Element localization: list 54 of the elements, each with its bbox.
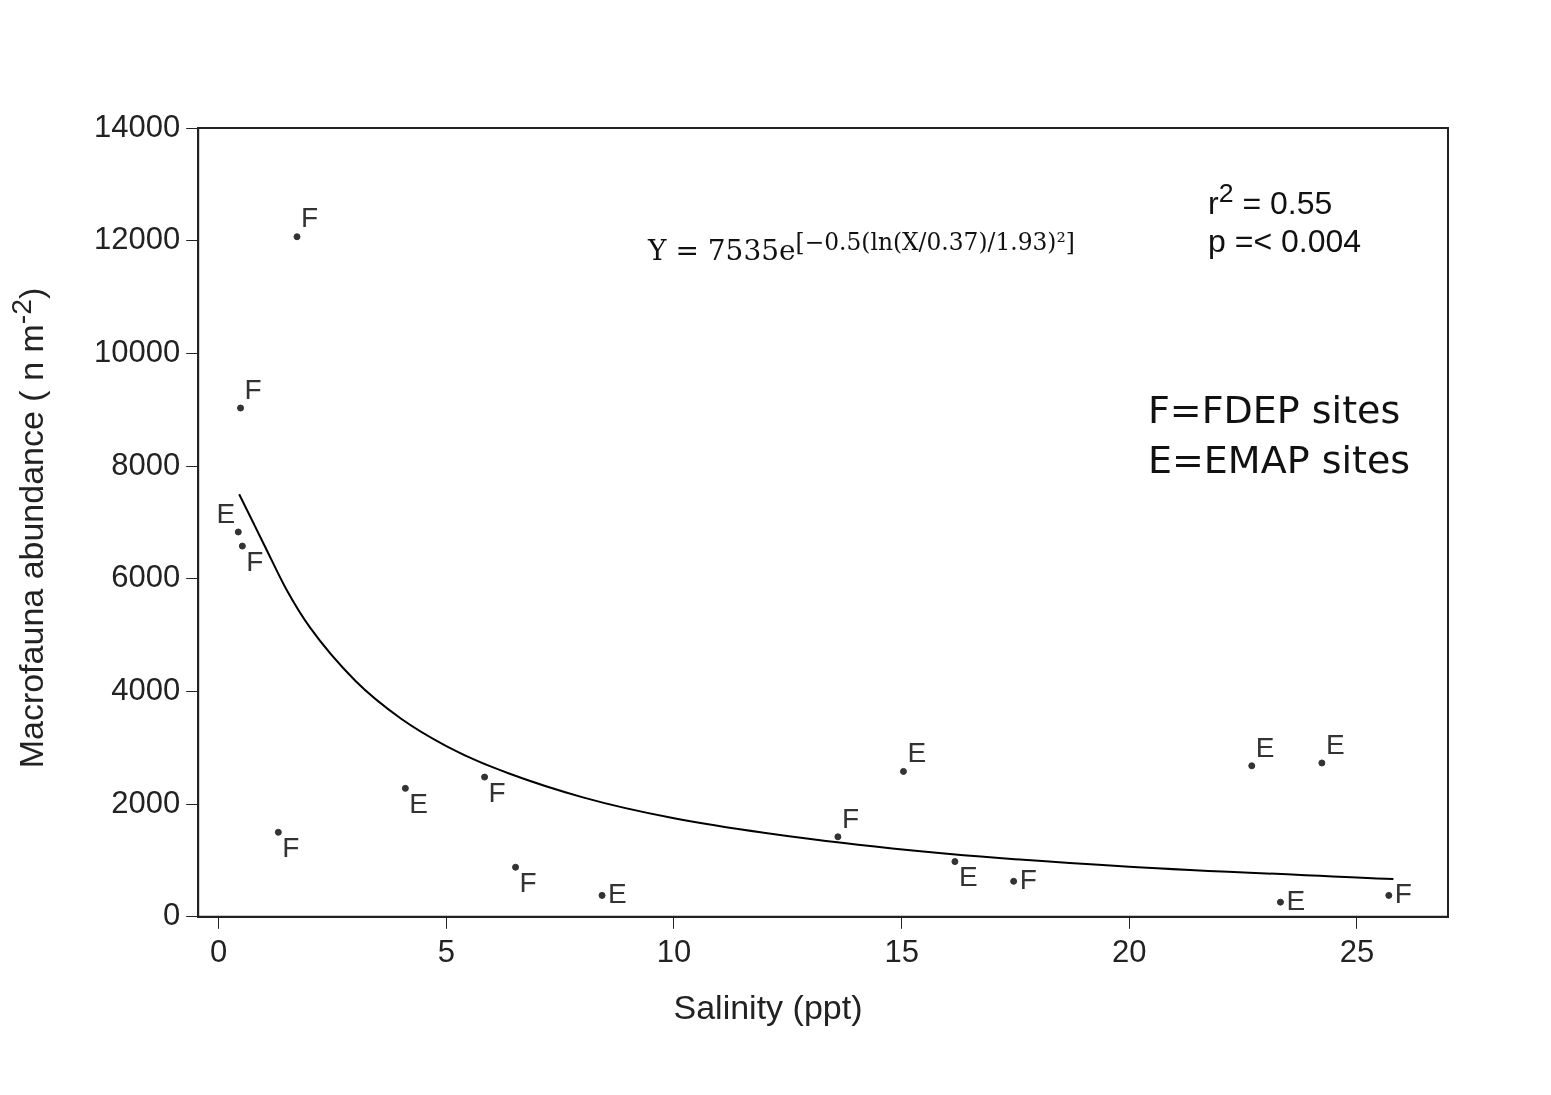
series-label: E (409, 788, 429, 820)
y-tick-label: 4000 (111, 671, 181, 707)
point (234, 528, 242, 536)
point (834, 833, 842, 841)
text: E (958, 861, 978, 893)
point (481, 773, 489, 781)
point (237, 404, 245, 412)
point (1276, 898, 1284, 906)
point (401, 784, 409, 792)
x-tick-label: 20 (1112, 933, 1147, 969)
text: F (282, 832, 300, 863)
text: E (1255, 731, 1275, 763)
x-tick-label: 5 (437, 933, 455, 969)
text: E (907, 737, 927, 769)
y-tick-label: 2000 (111, 784, 181, 820)
y-tick-label: 12000 (93, 221, 181, 257)
x-tick-label: 0 (210, 933, 228, 969)
text: E (608, 878, 627, 910)
y-tick-label: 0 (162, 897, 181, 933)
annotation: Y = 7535e$^{[−0.5(ln(X/0.37)/1.93)²]}$ (648, 228, 1075, 268)
annotation: p =< 0.004 (1208, 223, 1362, 260)
text: F (301, 202, 319, 234)
point (951, 858, 959, 866)
y-tick-label: 10000 (93, 333, 181, 369)
point (512, 863, 520, 871)
point (1010, 877, 1018, 885)
point (598, 891, 606, 899)
x-tick-label: 10 (656, 933, 692, 969)
x-tick-label: 15 (884, 933, 919, 969)
point (1318, 759, 1326, 767)
text: E (216, 497, 236, 529)
annotation: E=EMAP sites (1148, 438, 1411, 482)
text: F (519, 866, 537, 898)
annotation: F=FDEP sites (1148, 388, 1401, 432)
point (238, 542, 246, 550)
text: E (1286, 884, 1306, 916)
point (1385, 891, 1393, 899)
annotation: r$^{2}$ = 0.55 (1208, 178, 1333, 222)
x-tick-label: 25 (1339, 933, 1375, 969)
y-tick-label: 6000 (111, 559, 181, 595)
x-axis-title: Salinity (ppt) (672, 988, 864, 1027)
y-tick-label: 14000 (93, 108, 181, 144)
text: F (1394, 878, 1412, 910)
series-label: F (246, 545, 264, 577)
point (899, 767, 907, 775)
y-tick-label: 8000 (111, 446, 181, 482)
text: F (488, 776, 506, 808)
point (1248, 762, 1256, 770)
point (293, 233, 301, 241)
text: F (841, 802, 860, 834)
text: F (1019, 864, 1037, 896)
point (274, 828, 282, 836)
text: F (244, 373, 262, 405)
text: E (1325, 728, 1345, 760)
